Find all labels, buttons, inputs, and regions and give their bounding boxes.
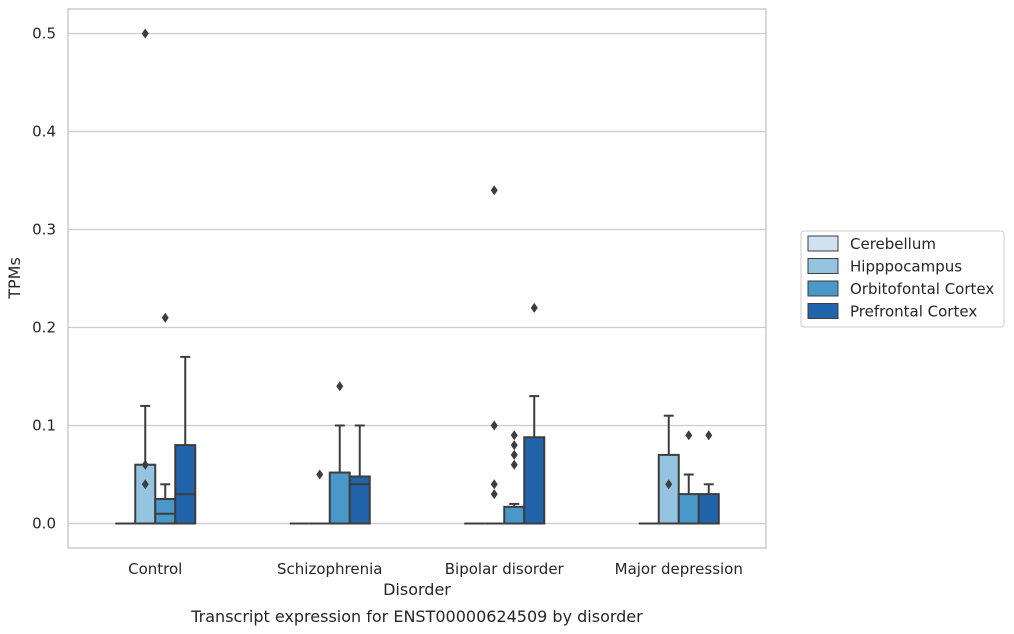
outlier-point [665, 479, 673, 490]
outlier-point [490, 489, 498, 500]
y-tick-label: 0.4 [32, 123, 56, 141]
box-group [348, 424, 371, 525]
box-iqr [134, 463, 157, 525]
x-tick-labels: Control Schizophrenia Bipolar disorder Majo… [128, 560, 743, 578]
plot-frame [67, 8, 767, 549]
outlier-point [141, 479, 149, 490]
y-tick-label: 0.3 [32, 221, 56, 239]
outlier-point [141, 28, 149, 39]
box-group [154, 312, 177, 525]
y-axis-title: TPMs [5, 257, 24, 300]
outlier-point [530, 302, 538, 313]
outlier-point [141, 459, 149, 470]
legend: Cerebellum Hipppocampus Orbitofontal Corte… [800, 230, 1005, 328]
boxes [115, 28, 720, 525]
box-iqr [503, 505, 526, 525]
outlier-point [685, 430, 693, 441]
legend-label: Prefrontal Cortex [850, 303, 977, 321]
y-tick-label: 0.1 [32, 417, 56, 435]
outlier-point [336, 381, 344, 392]
box-iqr [348, 475, 371, 525]
legend-swatch [807, 280, 839, 297]
x-tick-label: Major depression [615, 560, 743, 578]
outlier-point [510, 430, 518, 441]
box-group [523, 302, 546, 525]
box-iqr [697, 493, 720, 525]
x-axis-title: Disorder [383, 580, 451, 599]
x-tick-label: Bipolar disorder [445, 560, 565, 578]
legend-label: Orbitofontal Cortex [850, 280, 994, 298]
box-iqr [677, 493, 700, 525]
outlier-point [510, 440, 518, 451]
y-tick-label: 0.0 [32, 515, 56, 533]
legend-label: Cerebellum [850, 235, 936, 253]
legend-label: Hipppocampus [850, 258, 962, 276]
box-group [677, 430, 700, 525]
legend-swatch [807, 235, 839, 252]
box-group [309, 469, 330, 525]
legend-swatch [807, 258, 839, 274]
box-group [328, 381, 351, 525]
y-tick-label: 0.5 [32, 25, 56, 43]
y-tick-labels: 0.0 0.1 0.2 0.3 0.4 0.5 [32, 25, 56, 533]
box-iqr [154, 498, 177, 525]
outlier-point [490, 479, 498, 490]
box-group [503, 430, 526, 525]
legend-swatch [807, 303, 839, 319]
outlier-point [490, 185, 498, 196]
box-group [134, 28, 157, 525]
legend-frame [800, 230, 1005, 328]
x-tick-label: Control [128, 560, 182, 578]
outlier-point [490, 420, 498, 431]
outlier-point [161, 312, 169, 323]
box-group [174, 355, 197, 525]
x-tick-label: Schizophrenia [277, 560, 382, 578]
box-iqr [523, 436, 546, 525]
box-group [657, 414, 680, 525]
outlier-point [510, 449, 518, 460]
box-group [484, 185, 505, 525]
gridlines [68, 32, 766, 525]
box-iqr [328, 471, 351, 525]
box-iqr [174, 444, 197, 525]
y-tick-label: 0.2 [32, 319, 56, 337]
outlier-point [705, 430, 713, 441]
outlier-point [316, 469, 324, 480]
outlier-point [510, 459, 518, 470]
box-group [697, 430, 720, 525]
chart-caption: Transcript expression for ENST0000062450… [190, 607, 643, 626]
